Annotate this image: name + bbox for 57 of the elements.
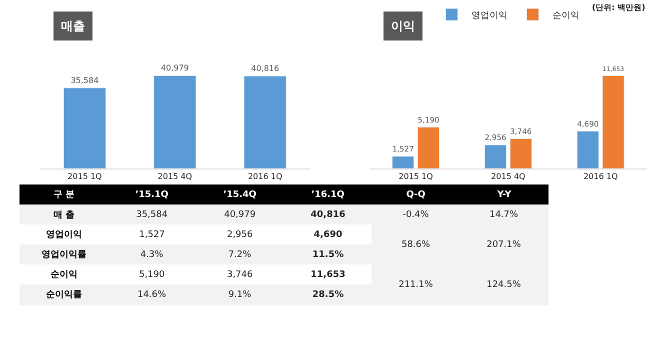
text: 35,584	[136, 210, 168, 220]
category-label: 구 분	[53, 190, 75, 200]
legend-label: 영업이익	[472, 11, 508, 22]
bar	[602, 75, 624, 169]
data-label: 2,956	[484, 133, 506, 142]
text: (단위: 백만원)	[592, 3, 646, 12]
x-tick-label: 2015 4Q	[158, 172, 192, 182]
x-tick-label: 2016 1Q	[248, 172, 282, 182]
bar	[510, 138, 532, 169]
category-label: 영업이익	[46, 230, 82, 240]
text: 3,746	[226, 270, 253, 280]
text: 1,527	[139, 230, 165, 240]
category-label: 영업이익률	[42, 250, 86, 260]
text: 9.1%	[228, 290, 252, 300]
text: 207.1%	[486, 240, 521, 250]
data-label: 3,746	[510, 126, 532, 136]
category-label: 매 출	[53, 210, 75, 220]
x-tick-label: 2015 4Q	[491, 172, 526, 182]
text: 124.5%	[486, 280, 521, 290]
x-tick-label: 2015 1Q	[68, 172, 102, 182]
x-tick-label: 2016 1Q	[583, 172, 618, 182]
category-label: 순이익률	[46, 290, 82, 300]
text: 4.3%	[140, 250, 164, 260]
chart-title: 매출	[61, 19, 85, 33]
text: -0.4%	[402, 210, 429, 220]
data-label: 1,527	[392, 144, 414, 154]
text: 211.1%	[398, 280, 433, 290]
data-label: 4,690	[577, 119, 599, 128]
text: 28.5%	[312, 290, 344, 300]
data-label: 35,584	[70, 76, 99, 85]
category-label: 순이익	[50, 270, 78, 280]
legend-label: 순이익	[552, 11, 580, 22]
category-label: ’15.1Q	[135, 190, 169, 200]
chart-title: 이익	[391, 19, 415, 33]
text: 5,190	[138, 270, 165, 280]
category-label: ’16.1Q	[311, 190, 345, 200]
bar	[392, 156, 414, 169]
bar	[576, 130, 599, 169]
text: 4,690	[314, 230, 342, 240]
category-label: ’15.4Q	[223, 190, 257, 200]
data-label: 40,816	[251, 64, 280, 74]
text: 40,979	[224, 210, 256, 220]
data-label: 5,190	[418, 115, 440, 124]
text: 2,956	[226, 230, 253, 240]
text: 58.6%	[401, 240, 430, 250]
category-label: Q-Q	[406, 190, 426, 200]
bar	[417, 126, 440, 169]
category-label: Y-Y	[496, 190, 512, 200]
x-tick-label: 2015 1Q	[398, 172, 433, 182]
text: 14.7%	[489, 210, 518, 220]
text: 7.2%	[228, 250, 252, 260]
data-label: 40,979	[160, 64, 189, 73]
text: 11,653	[310, 270, 346, 280]
bar	[484, 144, 507, 169]
text: 11.5%	[312, 250, 344, 260]
text: 14.6%	[137, 290, 166, 300]
text: 40,816	[310, 210, 346, 220]
